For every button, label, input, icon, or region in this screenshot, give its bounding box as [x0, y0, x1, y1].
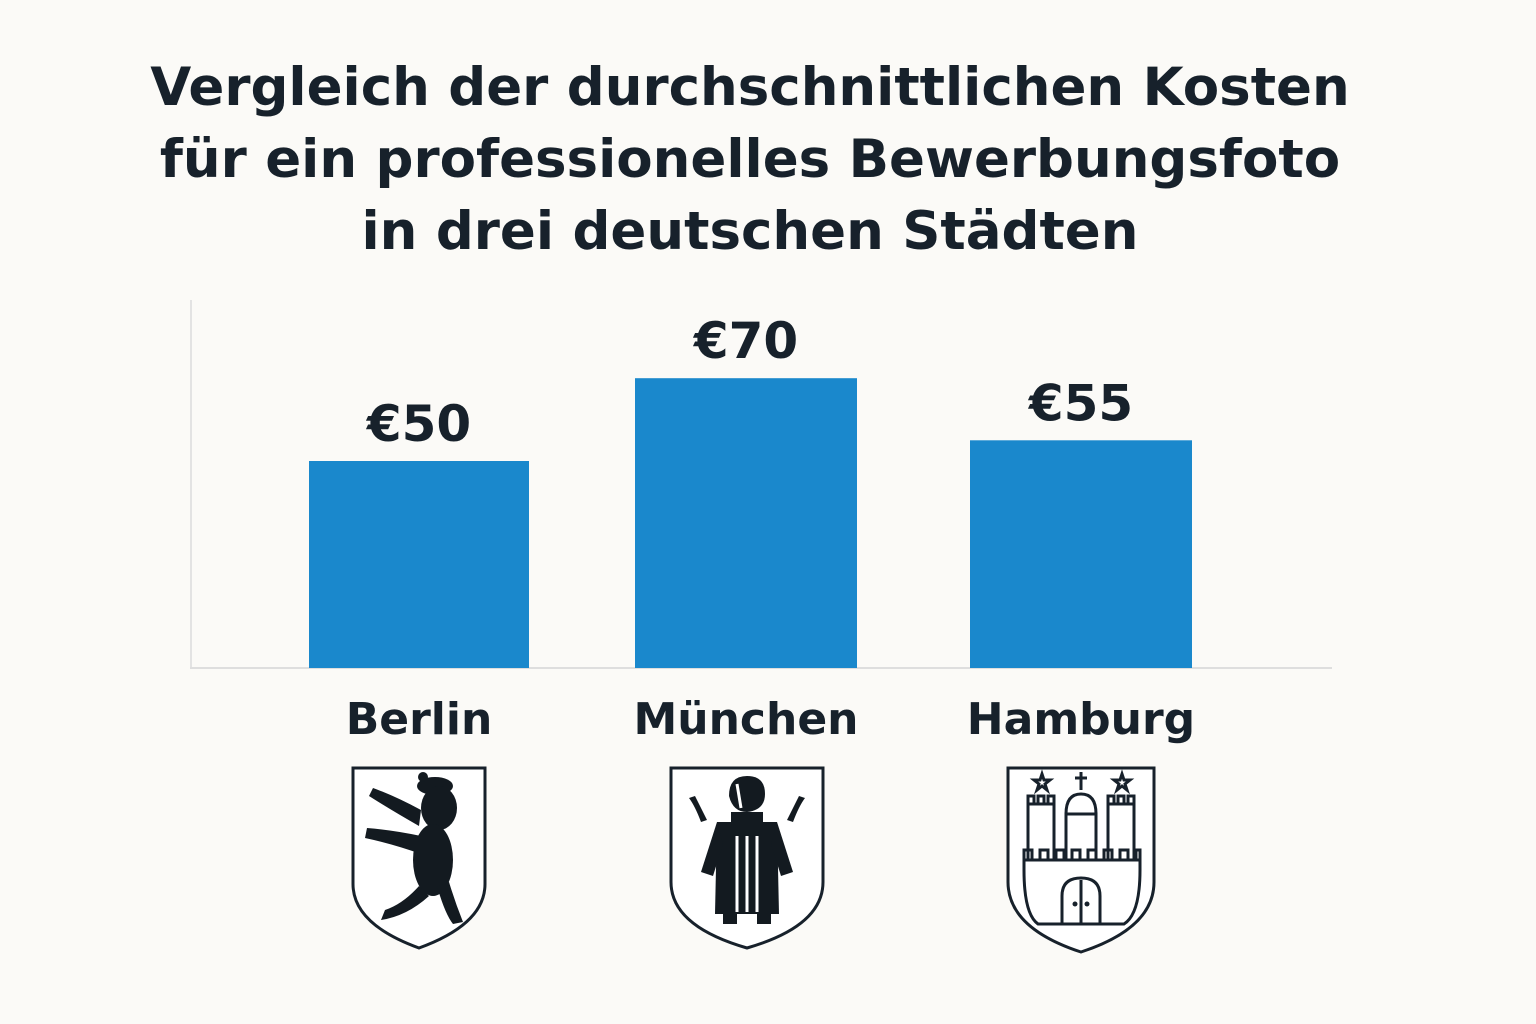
category-label-berlin: Berlin: [346, 694, 493, 745]
chart-title-line-3: in drei deutschen Städten: [361, 201, 1139, 262]
value-label-berlin: €50: [366, 395, 471, 453]
hamburg-castle-crest-icon: [1006, 766, 1156, 954]
value-label-hamburg: €55: [1028, 374, 1133, 432]
bar-hamburg: [970, 440, 1192, 668]
value-label-muenchen: €70: [693, 312, 798, 370]
bar-berlin: [309, 461, 529, 668]
category-label-muenchen: München: [633, 694, 858, 745]
bar-chart: €50 €70 €55 Berlin München Hamburg: [190, 300, 1332, 745]
chart-title-line-1: Vergleich der durchschnittlichen Kosten: [150, 57, 1350, 118]
category-label-hamburg: Hamburg: [967, 694, 1195, 745]
chart-title: Vergleich der durchschnittlichen Kosten …: [0, 52, 1500, 268]
munich-monk-crest-icon: [669, 766, 825, 950]
bar-muenchen: [635, 378, 857, 668]
chart-title-line-2: für ein professionelles Bewerbungsfoto: [159, 129, 1341, 190]
berlin-bear-crest-icon: [351, 766, 487, 950]
